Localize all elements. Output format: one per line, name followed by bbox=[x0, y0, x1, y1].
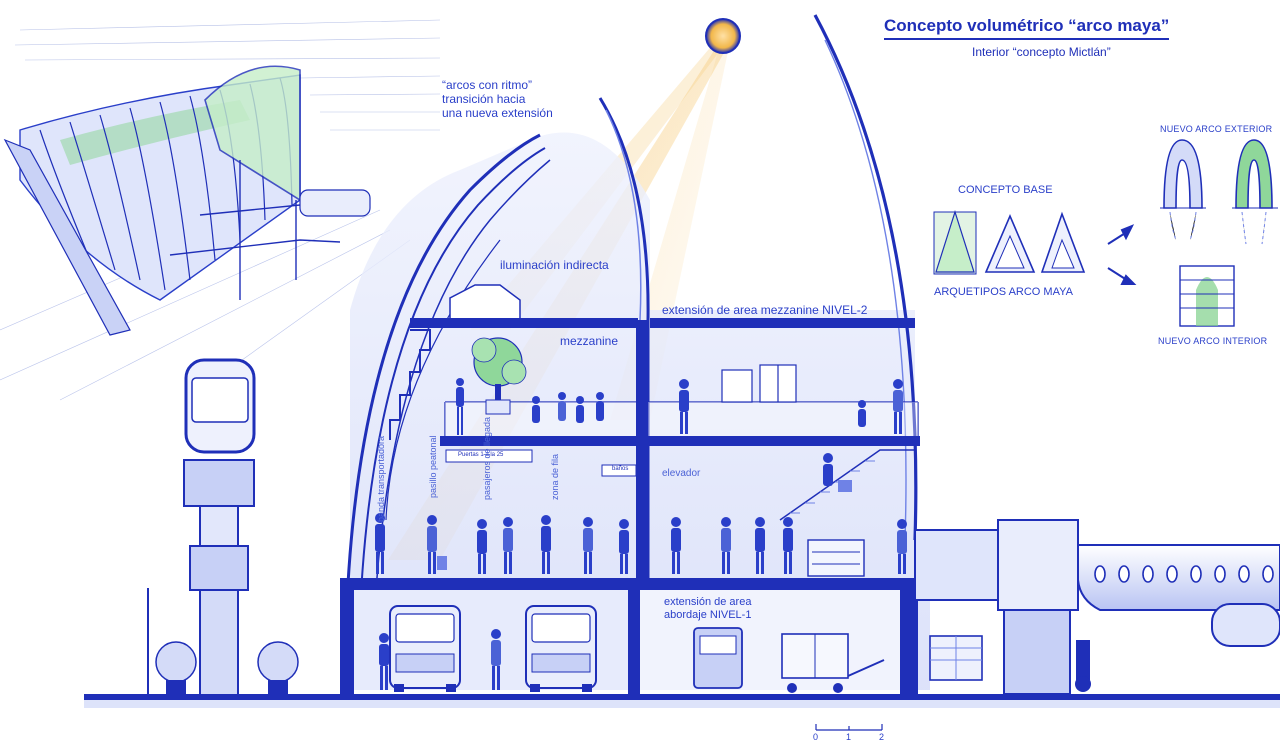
person-figure bbox=[491, 629, 501, 690]
gate-sign: Puertas 1 a la 25 bbox=[458, 452, 504, 458]
person-figure bbox=[477, 519, 487, 574]
zone-label-pasillo: pasillo peatonal bbox=[428, 435, 438, 498]
person-figure bbox=[783, 517, 793, 574]
person-figure bbox=[679, 379, 689, 434]
person-figure bbox=[596, 392, 604, 421]
zone-label-fila: zona de fila bbox=[550, 453, 560, 500]
annotation-extension-n1: extensión de area abordaje NIVEL-1 bbox=[664, 596, 751, 622]
jet-bridge-and-plane bbox=[914, 519, 1280, 695]
person-figure bbox=[897, 519, 907, 574]
person-figure bbox=[721, 517, 731, 574]
person-figure bbox=[671, 517, 681, 574]
person-figure bbox=[858, 400, 866, 427]
person-figure bbox=[427, 515, 447, 574]
concept-panel bbox=[933, 139, 1278, 327]
person-figure bbox=[893, 379, 903, 434]
archetype-2 bbox=[984, 213, 1036, 273]
cart bbox=[693, 627, 743, 689]
archetype-1 bbox=[933, 210, 977, 275]
person-figure bbox=[558, 392, 566, 421]
ground-trees bbox=[155, 641, 299, 694]
person-figure bbox=[456, 378, 464, 435]
control-tower bbox=[147, 358, 256, 696]
buses bbox=[389, 605, 983, 693]
person-figure bbox=[576, 396, 584, 423]
annotation-elevador: elevador bbox=[662, 468, 701, 479]
page-subtitle: Interior “concepto Mictlán” bbox=[972, 45, 1111, 59]
person-figure bbox=[375, 513, 385, 574]
person-figure bbox=[755, 517, 765, 574]
annotation-arcos: “arcos con ritmo” transición hacia una n… bbox=[442, 78, 553, 120]
new-exterior-arch bbox=[1160, 139, 1278, 245]
scale-bar bbox=[815, 724, 883, 731]
perspective-sketch bbox=[0, 19, 441, 401]
new-interior-arch bbox=[1179, 265, 1235, 327]
scale-tick-0: 0 bbox=[813, 732, 819, 742]
person-figure bbox=[823, 453, 852, 492]
person-figure bbox=[541, 515, 551, 574]
scale-tick-1: 1 bbox=[846, 732, 852, 742]
page-title: Concepto volumétrico “arco maya” bbox=[884, 16, 1170, 40]
person-figure bbox=[532, 396, 540, 423]
annotation-extension-n1-line-2: abordaje NIVEL-1 bbox=[664, 609, 752, 621]
person-figure bbox=[583, 517, 593, 574]
annotation-arcos-line-2: transición hacia bbox=[442, 92, 526, 106]
bus bbox=[525, 605, 597, 692]
archetype-3 bbox=[1040, 211, 1086, 273]
scale-tick-2: 2 bbox=[879, 732, 885, 742]
annotation-extension-n1-line-1: extensión de area bbox=[664, 596, 752, 608]
annotation-iluminacion: iluminación indirecta bbox=[500, 258, 609, 272]
bano-sign: baños bbox=[612, 466, 629, 472]
arrow-icon bbox=[1107, 224, 1137, 285]
nuevo-interior-label: NUEVO ARCO INTERIOR bbox=[1158, 336, 1268, 346]
arquetipos-label: ARQUETIPOS ARCO MAYA bbox=[934, 286, 1073, 298]
concepto-base-label: CONCEPTO BASE bbox=[958, 184, 1053, 196]
annotation-mezzanine: mezzanine bbox=[560, 334, 619, 348]
annotation-arcos-line-1: “arcos con ritmo” bbox=[442, 78, 533, 92]
bus bbox=[389, 605, 461, 692]
annotation-arcos-line-3: una nueva extensión bbox=[442, 106, 553, 120]
sun-icon bbox=[705, 18, 741, 54]
baggage-trailer bbox=[781, 633, 885, 693]
person-figure bbox=[379, 633, 389, 690]
annotation-extension-n2: extensión de area mezzanine NIVEL-2 bbox=[662, 303, 868, 317]
mezzanine-tree bbox=[471, 337, 527, 415]
person-figure bbox=[619, 519, 629, 574]
zone-label-banda: banda transportadora bbox=[376, 435, 386, 522]
person-figure bbox=[503, 517, 513, 574]
zone-label-pasajeros: pasajeros de llegada bbox=[482, 416, 492, 500]
nuevo-exterior-label: NUEVO ARCO EXTERIOR bbox=[1160, 124, 1273, 134]
people bbox=[375, 378, 907, 690]
loader bbox=[929, 635, 983, 681]
